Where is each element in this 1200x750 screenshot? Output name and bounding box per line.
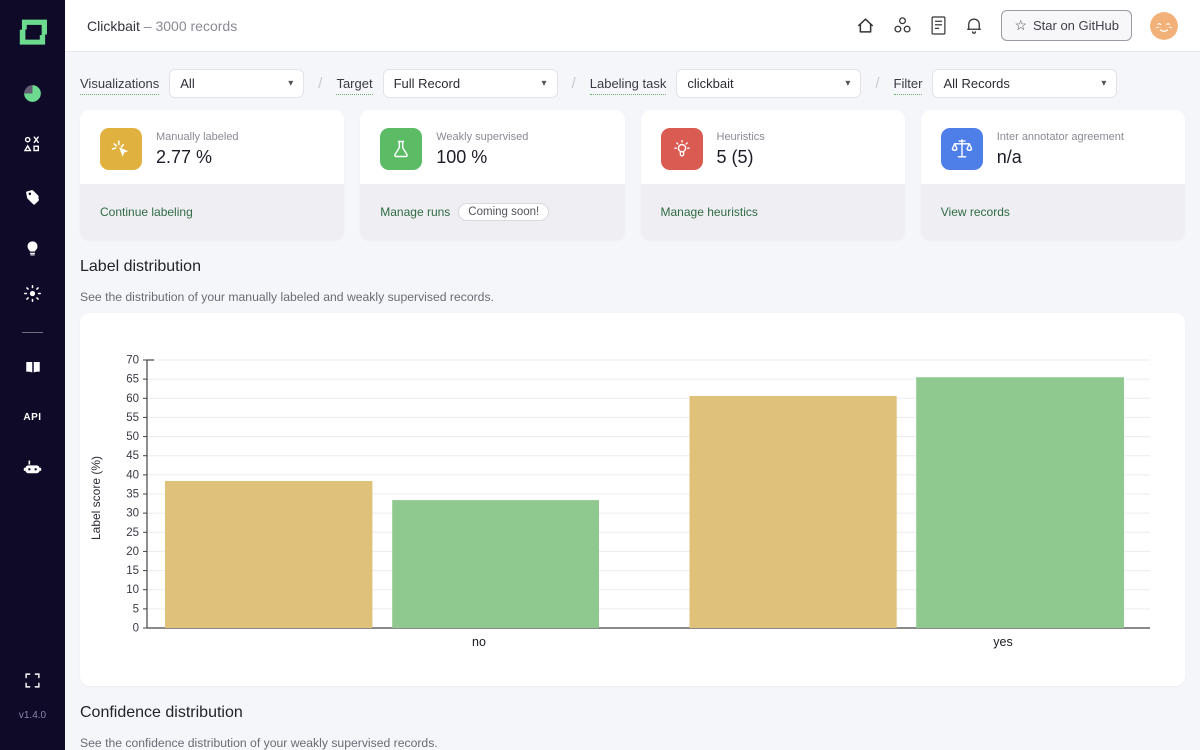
svg-text:40: 40 <box>126 469 139 481</box>
svg-text:no: no <box>472 635 486 649</box>
svg-text:0: 0 <box>133 623 139 635</box>
svg-text:25: 25 <box>126 527 139 539</box>
svg-text:65: 65 <box>126 374 139 386</box>
svg-text:35: 35 <box>126 489 139 501</box>
svg-text:15: 15 <box>126 565 139 577</box>
svg-text:yes: yes <box>993 635 1012 649</box>
svg-text:50: 50 <box>126 431 139 443</box>
svg-text:70: 70 <box>126 355 139 367</box>
svg-text:55: 55 <box>126 412 139 424</box>
svg-text:Label score (%): Label score (%) <box>89 456 103 540</box>
svg-text:5: 5 <box>133 603 139 615</box>
svg-text:10: 10 <box>126 584 139 596</box>
svg-text:45: 45 <box>126 450 139 462</box>
svg-text:20: 20 <box>126 546 139 558</box>
svg-text:30: 30 <box>126 508 139 520</box>
svg-text:60: 60 <box>126 393 139 405</box>
